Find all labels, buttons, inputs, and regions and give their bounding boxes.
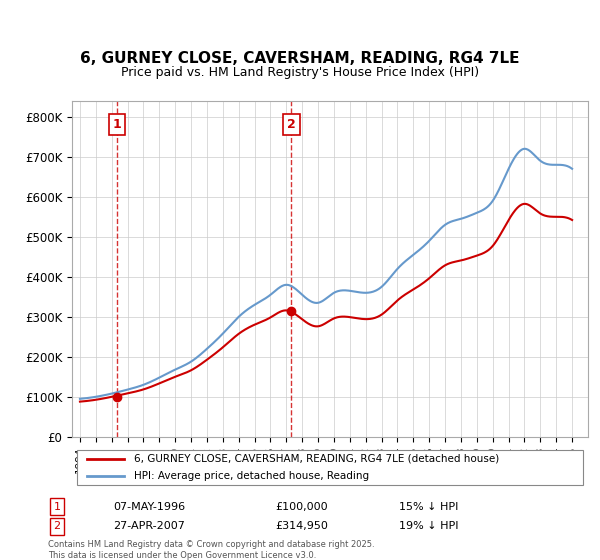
Text: 15% ↓ HPI: 15% ↓ HPI — [399, 502, 458, 512]
Text: £314,950: £314,950 — [275, 521, 328, 531]
Text: 6, GURNEY CLOSE, CAVERSHAM, READING, RG4 7LE: 6, GURNEY CLOSE, CAVERSHAM, READING, RG4… — [80, 52, 520, 66]
Text: 19% ↓ HPI: 19% ↓ HPI — [399, 521, 458, 531]
Text: 1: 1 — [113, 118, 122, 131]
Text: 1: 1 — [53, 502, 61, 512]
Text: 6, GURNEY CLOSE, CAVERSHAM, READING, RG4 7LE (detached house): 6, GURNEY CLOSE, CAVERSHAM, READING, RG4… — [134, 454, 499, 464]
Text: Contains HM Land Registry data © Crown copyright and database right 2025.
This d: Contains HM Land Registry data © Crown c… — [48, 540, 374, 559]
Text: 27-APR-2007: 27-APR-2007 — [113, 521, 185, 531]
Text: 2: 2 — [287, 118, 296, 131]
Text: 07-MAY-1996: 07-MAY-1996 — [113, 502, 185, 512]
FancyBboxPatch shape — [77, 450, 583, 485]
Text: HPI: Average price, detached house, Reading: HPI: Average price, detached house, Read… — [134, 471, 369, 481]
Text: 2: 2 — [53, 521, 61, 531]
Text: Price paid vs. HM Land Registry's House Price Index (HPI): Price paid vs. HM Land Registry's House … — [121, 66, 479, 80]
Text: £100,000: £100,000 — [275, 502, 328, 512]
